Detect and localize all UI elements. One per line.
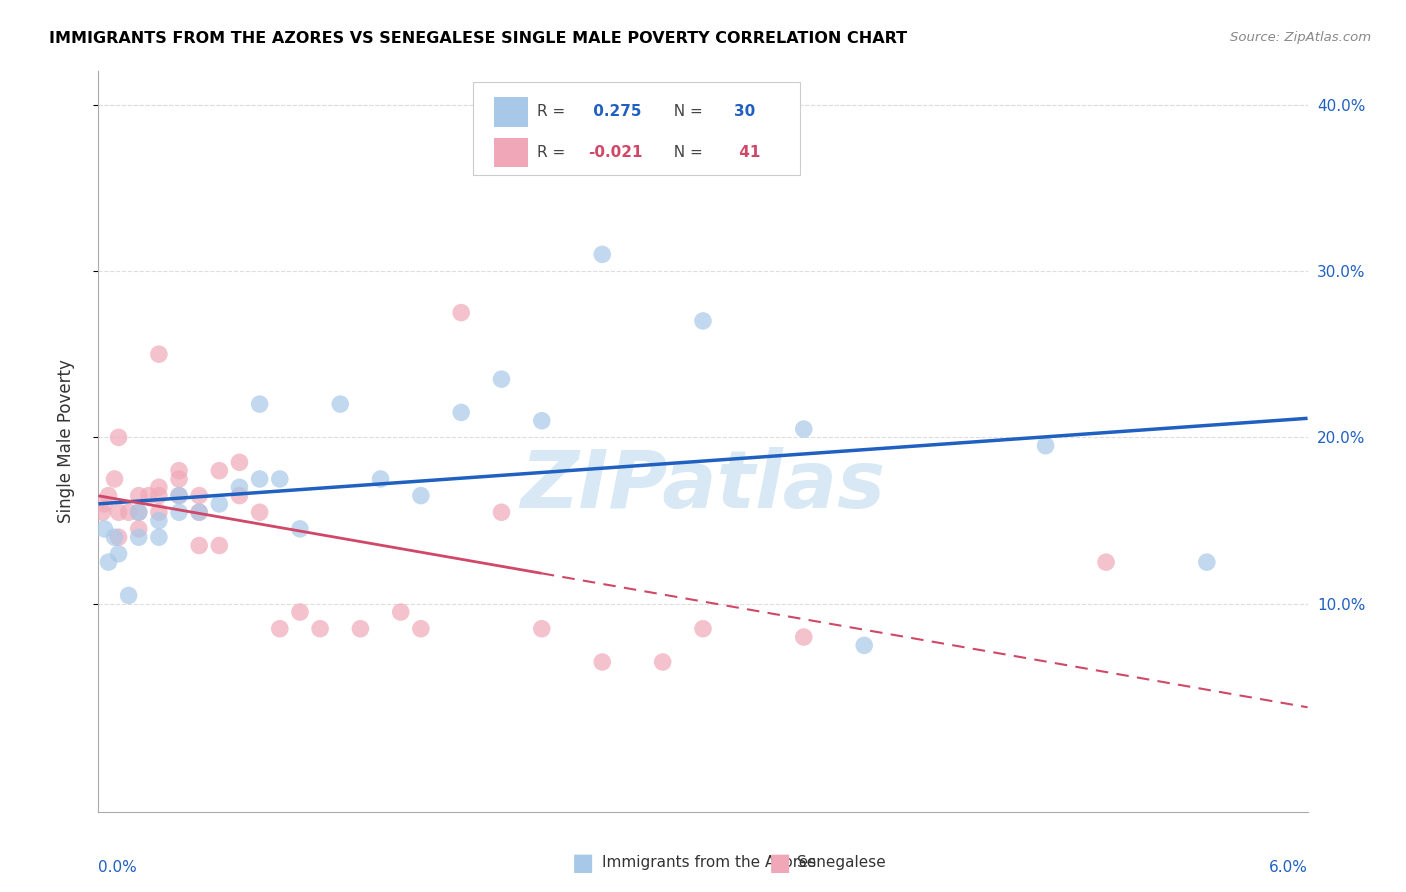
Point	[228, 455, 250, 469]
Point	[128, 505, 150, 519]
Point	[249, 472, 271, 486]
Point	[591, 247, 613, 261]
Point	[128, 530, 150, 544]
Point	[107, 530, 129, 544]
Text: -0.021: -0.021	[588, 145, 643, 160]
Point	[208, 539, 231, 553]
Point	[651, 655, 673, 669]
Text: ZIPatlas: ZIPatlas	[520, 447, 886, 525]
Point	[97, 489, 120, 503]
Point	[167, 464, 190, 478]
Point	[450, 305, 472, 319]
Point	[530, 622, 553, 636]
Point	[329, 397, 352, 411]
Point	[692, 622, 714, 636]
Point	[530, 414, 553, 428]
Point	[1035, 439, 1057, 453]
Point	[591, 655, 613, 669]
Text: ■: ■	[769, 851, 792, 874]
Text: Senegalese: Senegalese	[797, 855, 886, 870]
Text: R =: R =	[537, 104, 571, 120]
Point	[188, 505, 211, 519]
Point	[167, 489, 190, 503]
Text: 0.275: 0.275	[588, 104, 641, 120]
Point	[309, 622, 332, 636]
Point	[118, 589, 141, 603]
Point	[692, 314, 714, 328]
Text: IMMIGRANTS FROM THE AZORES VS SENEGALESE SINGLE MALE POVERTY CORRELATION CHART: IMMIGRANTS FROM THE AZORES VS SENEGALESE…	[49, 31, 907, 46]
Text: 30: 30	[734, 104, 755, 120]
Y-axis label: Single Male Poverty: Single Male Poverty	[56, 359, 75, 524]
Point	[249, 505, 271, 519]
Point	[1195, 555, 1218, 569]
Point	[228, 489, 250, 503]
Text: N =: N =	[664, 145, 709, 160]
Point	[107, 547, 129, 561]
Point	[853, 638, 876, 652]
Text: Immigrants from the Azores: Immigrants from the Azores	[602, 855, 815, 870]
FancyBboxPatch shape	[494, 137, 527, 168]
Point	[148, 347, 170, 361]
Point	[349, 622, 371, 636]
Point	[107, 430, 129, 444]
Point	[450, 405, 472, 419]
Point	[167, 489, 190, 503]
Point	[409, 622, 432, 636]
Text: 0.0%: 0.0%	[98, 860, 138, 875]
Text: ■: ■	[572, 851, 595, 874]
Point	[389, 605, 412, 619]
Text: 41: 41	[734, 145, 761, 160]
Point	[103, 530, 125, 544]
Point	[288, 605, 311, 619]
Point	[148, 530, 170, 544]
Point	[249, 397, 271, 411]
Point	[188, 505, 211, 519]
Point	[269, 472, 291, 486]
Point	[93, 522, 115, 536]
Point	[491, 372, 513, 386]
Point	[148, 505, 170, 519]
Point	[128, 489, 150, 503]
Point	[188, 539, 211, 553]
Point	[208, 497, 231, 511]
Point	[167, 472, 190, 486]
FancyBboxPatch shape	[494, 97, 527, 127]
Text: N =: N =	[664, 104, 709, 120]
Text: Source: ZipAtlas.com: Source: ZipAtlas.com	[1230, 31, 1371, 45]
Point	[228, 480, 250, 494]
Point	[370, 472, 392, 486]
Point	[409, 489, 432, 503]
Point	[128, 505, 150, 519]
FancyBboxPatch shape	[474, 82, 800, 175]
Point	[148, 514, 170, 528]
Point	[97, 555, 120, 569]
Point	[167, 505, 190, 519]
Point	[148, 489, 170, 503]
Point	[288, 522, 311, 536]
Point	[793, 422, 815, 436]
Point	[188, 489, 211, 503]
Point	[91, 505, 114, 519]
Text: 6.0%: 6.0%	[1268, 860, 1308, 875]
Point	[118, 505, 141, 519]
Point	[103, 472, 125, 486]
Point	[491, 505, 513, 519]
Point	[138, 489, 160, 503]
Point	[128, 522, 150, 536]
Point	[148, 480, 170, 494]
Point	[1095, 555, 1118, 569]
Point	[93, 497, 115, 511]
Point	[208, 464, 231, 478]
Point	[793, 630, 815, 644]
Point	[107, 505, 129, 519]
Text: R =: R =	[537, 145, 571, 160]
Point	[269, 622, 291, 636]
